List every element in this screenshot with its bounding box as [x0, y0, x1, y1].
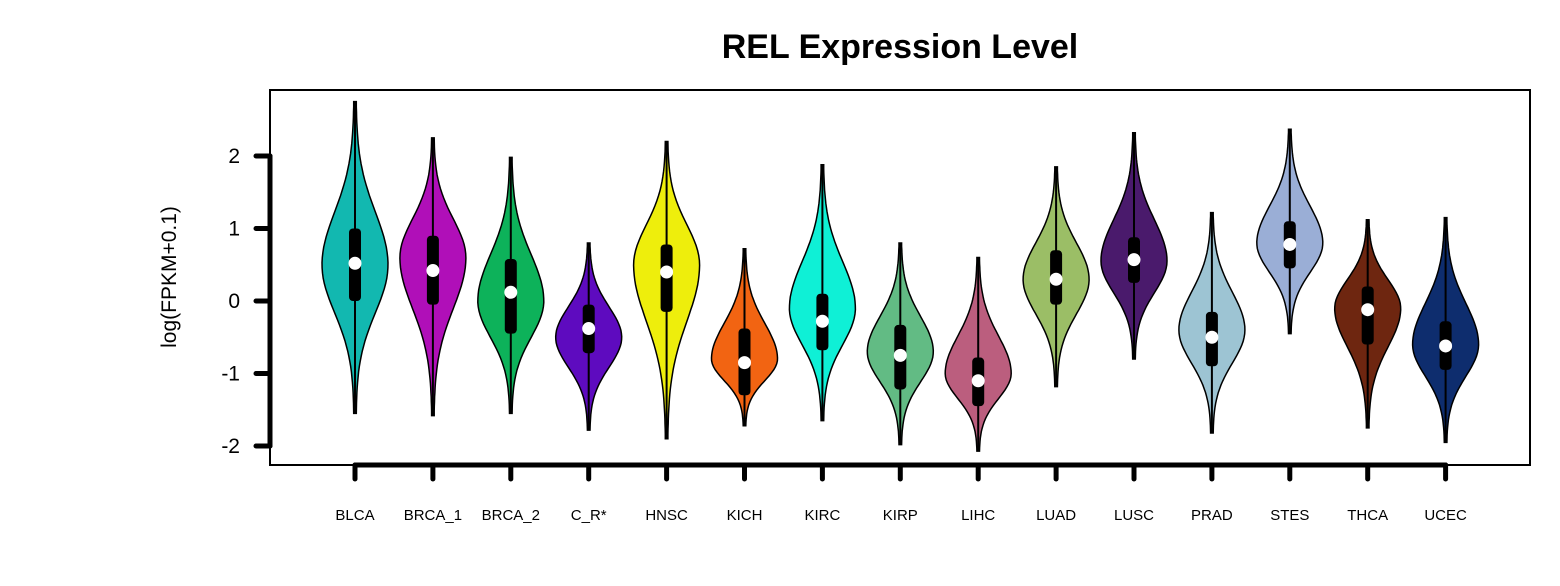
x-tick-label: C_R*: [571, 507, 607, 524]
violin-median-point: [1283, 237, 1297, 251]
violin-median-point: [815, 314, 829, 328]
x-tick-label: LUAD: [1036, 507, 1076, 524]
y-tick-label: 2: [228, 145, 240, 168]
x-tick-label: STES: [1270, 507, 1309, 524]
x-tick-label: KIRP: [883, 507, 918, 524]
x-tick-label: KIRC: [804, 507, 840, 524]
violin-ucec: [1411, 216, 1480, 444]
violin-c-r-: [554, 242, 623, 431]
x-axis: BLCA BRCA_1 BRCA_2 C_R* HNSC KICH KIRC KIRP LIHC…: [335, 462, 1467, 524]
violin-median-point: [582, 322, 596, 336]
violin-blca: [321, 100, 389, 415]
violin-median-point: [1049, 272, 1063, 286]
x-tick-label: HNSC: [645, 507, 688, 524]
chart-title: REL Expression Level: [722, 28, 1079, 66]
x-tick-label: BRCA_2: [482, 507, 540, 524]
y-axis-label: log(FPKM+0.1): [158, 206, 181, 348]
violin-median-point: [1205, 330, 1219, 344]
violin-median-point: [660, 265, 674, 279]
violin-stes: [1256, 128, 1324, 335]
y-tick-label: -1: [221, 363, 240, 386]
y-axis: -2 -1 0 1 2: [221, 145, 273, 458]
violin-median-point: [1127, 253, 1141, 267]
violin-median-point: [348, 256, 362, 270]
x-tick-label: BLCA: [335, 507, 374, 524]
violin-hnsc: [632, 140, 701, 440]
violin-median-point: [1439, 339, 1453, 353]
violin-median-point: [426, 264, 440, 278]
x-tick-label: LUSC: [1114, 507, 1154, 524]
violin-median-point: [504, 285, 518, 299]
violin-kirc: [788, 163, 857, 422]
x-tick-label: KICH: [727, 507, 763, 524]
violin-prad: [1178, 211, 1246, 434]
violin-group: [321, 100, 1480, 452]
violin-thca: [1333, 219, 1402, 429]
x-tick-label: UCEC: [1424, 507, 1467, 524]
x-tick-label: PRAD: [1191, 507, 1233, 524]
x-tick-label: LIHC: [961, 507, 995, 524]
violin-lusc: [1100, 132, 1168, 360]
violin-median-point: [1361, 303, 1375, 317]
violin-kich: [710, 248, 779, 427]
y-tick-label: 0: [228, 290, 240, 313]
violin-luad: [1022, 166, 1090, 388]
x-tick-label: THCA: [1347, 507, 1388, 524]
violin-kirp: [866, 242, 935, 446]
violin-median-point: [738, 356, 751, 370]
x-tick-label: BRCA_1: [404, 507, 462, 524]
y-tick-label: -2: [221, 435, 240, 458]
violin-median-point: [971, 374, 985, 388]
violin-brca-1: [399, 137, 467, 417]
violin-median-point: [893, 348, 907, 362]
violin-lihc: [944, 256, 1012, 452]
violin-brca-2: [477, 156, 545, 415]
y-tick-label: 1: [228, 218, 240, 241]
